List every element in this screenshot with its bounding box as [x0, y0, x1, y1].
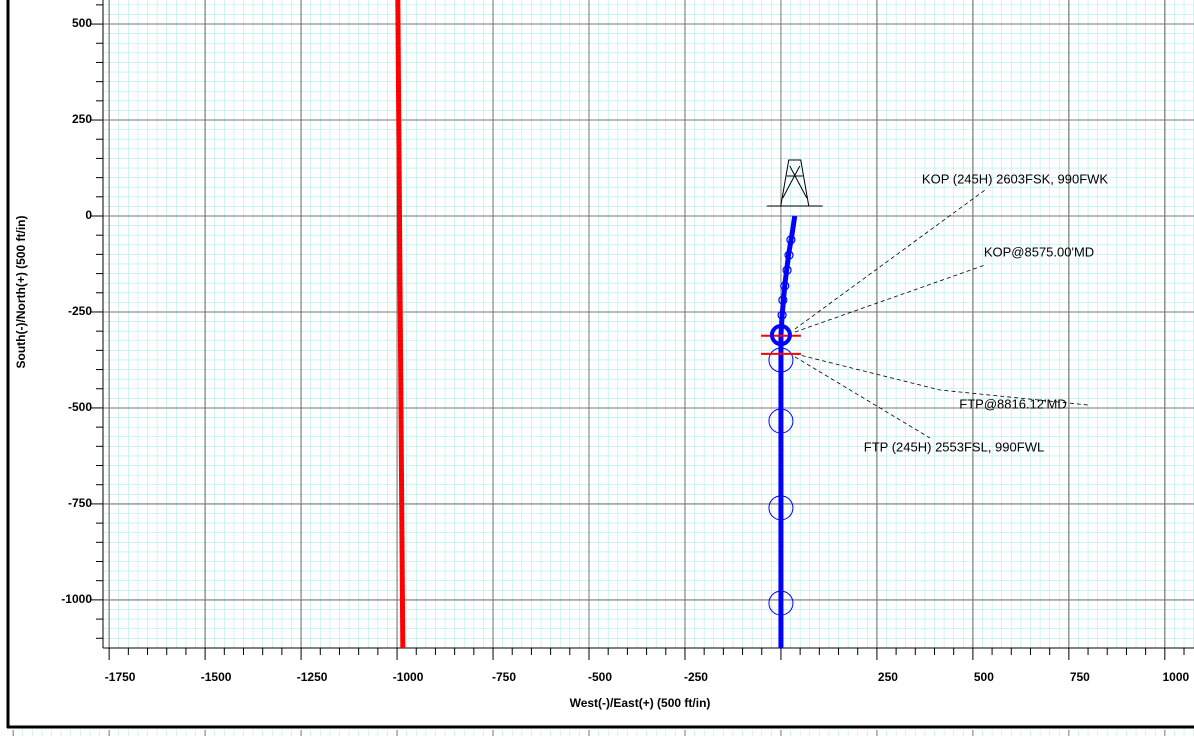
- survey-point: [782, 265, 792, 275]
- survey-point: [777, 310, 787, 320]
- y-tick-label: 0: [85, 208, 92, 222]
- x-tick-label: 750: [1070, 670, 1090, 684]
- kop-point: [769, 324, 792, 347]
- well-path: [395, 0, 406, 649]
- y-tick-label: 250: [72, 112, 92, 126]
- annotation: FTP@8816.12'MD: [959, 396, 1066, 411]
- leader-line: [794, 353, 1089, 406]
- annotation: FTP (245H) 2553FSL, 990FWL: [864, 439, 1044, 454]
- y-tick-label: -750: [68, 496, 92, 510]
- survey-point: [786, 235, 796, 245]
- x-tick-label: -750: [492, 670, 516, 684]
- x-axis-title: West(-)/East(+) (500 ft/in): [570, 696, 711, 710]
- x-tick-label: -1750: [105, 670, 136, 684]
- x-tick-label: 250: [878, 670, 898, 684]
- survey-point: [778, 295, 788, 305]
- leader-line: [794, 356, 931, 439]
- x-tick-label: -250: [684, 670, 708, 684]
- leader-line: [794, 189, 986, 330]
- y-tick-label: -250: [68, 304, 92, 318]
- rig-icon: [766, 159, 823, 207]
- leader-line: [794, 264, 986, 333]
- x-tick-label: -1000: [393, 670, 424, 684]
- plan-point: [768, 347, 794, 373]
- well-path: [778, 215, 798, 648]
- annotation: KOP (245H) 2603FSK, 990FWK: [922, 171, 1109, 186]
- plan-point: [768, 590, 794, 616]
- plan-point: [768, 408, 794, 434]
- x-tick-label: -500: [588, 670, 612, 684]
- x-tick-label: -1250: [297, 670, 328, 684]
- survey-point: [780, 281, 790, 291]
- plan-point: [768, 495, 794, 521]
- x-tick-label: 500: [974, 670, 994, 684]
- annotation: KOP@8575.00'MD: [984, 244, 1094, 259]
- survey-point: [784, 250, 794, 260]
- y-tick-label: -1000: [61, 592, 92, 606]
- y-tick-label: -500: [68, 400, 92, 414]
- y-axis-title: South(-)/North(+) (500 ft/in): [14, 216, 28, 369]
- y-tick-label: 500: [72, 16, 92, 30]
- x-tick-label: -1500: [201, 670, 232, 684]
- x-tick-label: 1000: [1162, 670, 1189, 684]
